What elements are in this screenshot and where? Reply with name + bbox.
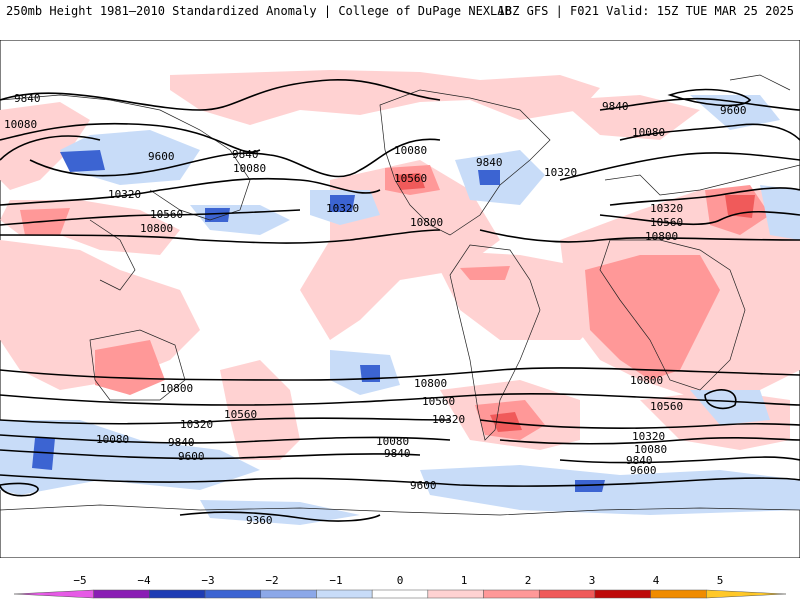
colorbar-cell	[204, 589, 262, 599]
colorbar-cell	[594, 589, 651, 599]
positive-anomaly-medium	[20, 165, 770, 440]
colorbar-tick-label: 4	[653, 574, 660, 587]
contour-label: 10080	[376, 435, 409, 448]
contour-label: 10080	[394, 144, 427, 157]
contour-label: 9600	[630, 464, 657, 477]
contour-label: 10080	[4, 118, 37, 131]
contour-label: 10800	[140, 222, 173, 235]
contour-label: 10320	[432, 413, 465, 426]
contour-label: 10560	[394, 172, 427, 185]
colorbar-tick-label: −5	[73, 574, 86, 587]
colorbar-cell	[13, 589, 94, 599]
coastlines	[0, 74, 800, 516]
contour-label: 10800	[645, 230, 678, 243]
height-contours	[0, 79, 800, 522]
contour-label: 9840	[232, 148, 259, 161]
colorbar-tick-label: 0	[397, 574, 404, 587]
contour-label: 9840	[626, 454, 653, 467]
colorbar-cell	[316, 589, 373, 599]
contour-label: 9840	[168, 436, 195, 449]
contour-label: 10320	[180, 418, 213, 431]
colorbar-tick-label: −3	[201, 574, 214, 587]
contour-label: 10320	[326, 202, 359, 215]
contour-label: 10320	[632, 430, 665, 443]
contour-label: 9360	[246, 514, 273, 527]
contour-label: 10800	[160, 382, 193, 395]
colorbar-tick-label: 2	[525, 574, 532, 587]
contour-label: 9600	[410, 479, 437, 492]
colorbar-tick-label: −4	[137, 574, 151, 587]
colorbar-tick-label: 1	[461, 574, 468, 587]
contour-label: 9840	[14, 92, 41, 105]
map-title: 250mb Height 1981–2010 Standardized Anom…	[6, 4, 512, 18]
contour-label: 9600	[148, 150, 175, 163]
contour-label: 10320	[544, 166, 577, 179]
contour-label: 10800	[630, 374, 663, 387]
contour-label: 10080	[96, 433, 129, 446]
anomaly-map: 9840 10080 9600 9840 10080 10320 10560 1…	[0, 40, 800, 558]
contour-label: 10560	[224, 408, 257, 421]
contour-label: 9840	[384, 447, 411, 460]
colorbar-cell	[93, 589, 150, 599]
contour-label: 10560	[650, 400, 683, 413]
colorbar-cells	[13, 589, 787, 599]
colorbar-ticks: −5 −4 −3 −2 −1 0 1 2 3 4 5	[73, 574, 723, 587]
contour-label: 10080	[632, 126, 665, 139]
contour-label: 10800	[410, 216, 443, 229]
colorbar-cell	[538, 589, 596, 599]
contour-label: 9840	[476, 156, 503, 169]
contour-label: 9600	[720, 104, 747, 117]
colorbar-tick-label: 3	[589, 574, 596, 587]
colorbar-cell	[260, 589, 317, 599]
colorbar-cell	[427, 589, 484, 599]
contour-label: 10560	[150, 208, 183, 221]
contour-label: 9840	[602, 100, 629, 113]
colorbar-cell	[371, 589, 429, 599]
contour-label: 10320	[650, 202, 683, 215]
colorbar-tick-label: −1	[329, 574, 342, 587]
colorbar-tick-label: −2	[265, 574, 278, 587]
contour-label: 10560	[422, 395, 455, 408]
colorbar: −5 −4 −3 −2 −1 0 1 2 3 4 5	[13, 574, 787, 599]
contour-labels: 9840 10080 9600 9840 10080 10320 10560 1…	[4, 92, 747, 527]
colorbar-cell	[149, 589, 206, 599]
contour-label: 10320	[108, 188, 141, 201]
contour-label: 10080	[634, 443, 667, 456]
colorbar-tick-label: 5	[717, 574, 724, 587]
colorbar-cell	[650, 589, 707, 599]
contour-label: 10800	[414, 377, 447, 390]
contour-label: 10080	[233, 162, 266, 175]
colorbar-cell	[483, 589, 540, 599]
negative-anomaly-medium	[32, 150, 605, 492]
contour-label: 9600	[178, 450, 205, 463]
model-run-info: 18Z GFS | F021 Valid: 15Z TUE MAR 25 202…	[497, 4, 794, 18]
colorbar-cell	[706, 589, 787, 599]
contour-label: 10560	[650, 216, 683, 229]
